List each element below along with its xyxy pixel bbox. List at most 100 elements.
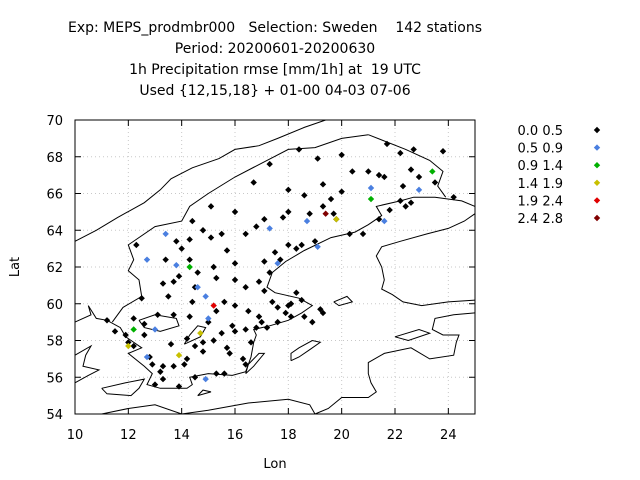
station-marker xyxy=(271,249,279,256)
station-marker xyxy=(231,302,239,309)
station-marker xyxy=(381,173,388,181)
station-marker xyxy=(402,203,409,210)
station-marker xyxy=(415,173,423,181)
station-marker xyxy=(301,313,308,320)
station-marker xyxy=(189,217,196,225)
station-marker xyxy=(159,280,167,287)
station-marker xyxy=(143,353,151,361)
station-marker xyxy=(181,361,188,368)
station-marker xyxy=(157,368,164,375)
coastline-path xyxy=(75,398,316,415)
station-marker xyxy=(282,309,289,317)
station-marker xyxy=(210,302,217,309)
y-tick-label: 70 xyxy=(46,114,63,129)
station-marker xyxy=(165,293,172,300)
y-tick-label: 68 xyxy=(46,151,63,166)
station-marker xyxy=(261,216,268,223)
station-marker xyxy=(346,230,353,238)
station-marker xyxy=(213,274,220,282)
station-marker xyxy=(375,216,383,223)
station-marker xyxy=(159,375,167,383)
station-marker xyxy=(125,339,132,346)
legend-marker xyxy=(593,126,601,134)
station-marker xyxy=(173,238,180,245)
title-line-3: 1h Precipitation rmse [mm/1h] at 19 UTC xyxy=(129,62,421,78)
station-marker xyxy=(365,168,372,175)
station-marker xyxy=(183,355,191,363)
legend: 0.0 0.5 0.5 0.9 0.9 1.4 1.4 1.9 1.9 2.4 2.4 2… xyxy=(518,124,601,227)
station-marker xyxy=(141,320,148,328)
station-marker xyxy=(223,344,231,352)
station-marker xyxy=(253,324,260,331)
station-marker xyxy=(261,258,268,265)
legend-label: 0.9 1.4 xyxy=(518,159,563,174)
station-marker xyxy=(242,284,249,291)
station-marker xyxy=(210,263,217,271)
station-marker xyxy=(309,318,316,326)
station-marker xyxy=(242,326,249,333)
station-marker xyxy=(231,208,239,216)
station-marker xyxy=(143,256,151,263)
coastline-path xyxy=(74,344,101,384)
coastline-path xyxy=(314,312,476,415)
station-marker xyxy=(303,217,311,225)
station-marker xyxy=(125,342,132,350)
station-marker xyxy=(439,148,447,155)
station-marker xyxy=(170,311,177,318)
station-marker xyxy=(285,241,292,249)
station-marker xyxy=(285,302,292,309)
station-marker xyxy=(301,192,308,199)
station-marker xyxy=(194,284,201,291)
y-tick-label: 58 xyxy=(46,335,63,350)
x-tick-label: 12 xyxy=(120,428,137,443)
station-marker xyxy=(122,331,129,339)
coastline-path xyxy=(394,328,432,342)
station-marker xyxy=(199,339,207,346)
station-marker xyxy=(226,350,233,357)
station-marker xyxy=(191,374,199,381)
legend-marker xyxy=(593,214,601,222)
station-marker xyxy=(210,337,217,344)
station-marker xyxy=(242,361,249,368)
station-marker xyxy=(130,315,137,322)
station-marker xyxy=(202,293,209,300)
station-marker xyxy=(141,331,148,339)
station-marker xyxy=(285,208,292,216)
station-marker xyxy=(170,278,177,285)
station-marker xyxy=(359,230,367,238)
station-marker xyxy=(223,247,231,254)
y-tick-label: 64 xyxy=(46,224,63,239)
station-marker xyxy=(253,223,260,230)
station-marker xyxy=(327,195,335,203)
station-marker xyxy=(306,210,313,217)
station-marker xyxy=(322,210,329,217)
station-marker xyxy=(349,168,356,175)
legend-label: 0.5 0.9 xyxy=(518,142,563,157)
chart-title: Exp: MEPS_prodmbr000 Selection: Sweden 1… xyxy=(0,18,550,102)
station-marker xyxy=(298,241,305,249)
y-axis-label: Lat xyxy=(8,257,23,277)
title-line-2: Period: 20200601-20200630 xyxy=(174,41,376,57)
coastline-path xyxy=(197,389,212,397)
coastline-path xyxy=(74,196,476,389)
station-marker xyxy=(410,146,417,153)
station-marker xyxy=(397,149,404,157)
station-marker xyxy=(197,329,204,337)
station-marker xyxy=(381,217,388,225)
station-marker xyxy=(266,269,273,276)
y-tick-label: 60 xyxy=(46,298,63,313)
station-marker xyxy=(159,363,167,370)
station-marker xyxy=(338,151,345,159)
x-tick-label: 22 xyxy=(387,428,404,443)
station-marker xyxy=(274,304,281,311)
station-marker xyxy=(186,313,193,320)
x-tick-label: 14 xyxy=(173,428,190,443)
station-marker xyxy=(245,307,252,315)
legend-label: 1.9 2.4 xyxy=(518,194,563,209)
station-marker xyxy=(330,210,337,217)
coastline-path xyxy=(245,352,266,374)
station-marker xyxy=(207,203,215,210)
station-marker xyxy=(170,363,177,370)
coastline-path xyxy=(333,295,354,307)
